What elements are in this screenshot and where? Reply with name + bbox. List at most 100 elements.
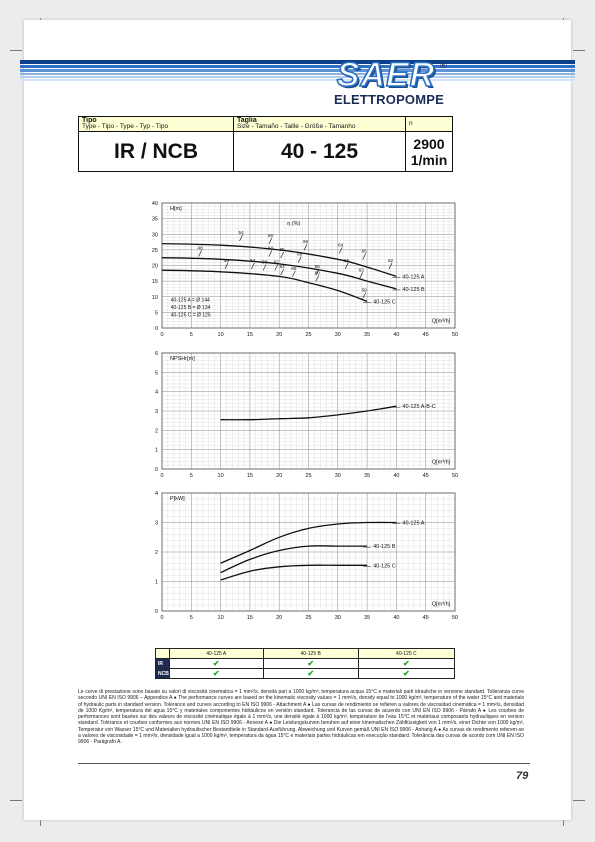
efficiency-tick bbox=[280, 269, 284, 276]
x-tick-label: 20 bbox=[276, 473, 282, 479]
x-axis-label: Q[m³/h] bbox=[432, 319, 451, 325]
taglia-label: Taglia bbox=[237, 117, 257, 124]
x-tick-label: 35 bbox=[364, 332, 370, 338]
logo-subtitle: ELETTROPOMPE bbox=[334, 92, 445, 107]
efficiency-tick bbox=[359, 272, 364, 279]
x-tick-label: 40 bbox=[393, 332, 399, 338]
y-tick-label: 25 bbox=[152, 248, 158, 254]
efficiency-label: 54 bbox=[239, 230, 245, 235]
x-tick-label: 15 bbox=[247, 332, 253, 338]
efficiency-label: 66 bbox=[297, 252, 303, 257]
efficiency-axis-label: η (%) bbox=[287, 221, 300, 227]
y-tick-label: 35 bbox=[152, 217, 158, 223]
efficiency-label: 60 bbox=[315, 270, 321, 275]
efficiency-label: 65 bbox=[291, 266, 297, 271]
x-tick-label: 0 bbox=[160, 473, 163, 479]
x-tick-label: 10 bbox=[218, 473, 224, 479]
efficiency-label: 64 bbox=[268, 245, 274, 250]
compat-row-label: NCB bbox=[155, 668, 170, 679]
footer-divider bbox=[78, 763, 530, 764]
efficiency-tick bbox=[315, 269, 320, 276]
x-tick-label: 45 bbox=[423, 473, 429, 479]
x-tick-label: 30 bbox=[335, 473, 341, 479]
model-info-table: Tipo Type - Tipo - Type - Typ - Tipo Tag… bbox=[78, 116, 453, 172]
efficiency-label: 65 bbox=[362, 249, 368, 254]
y-tick-label: 4 bbox=[155, 390, 158, 396]
efficiency-tick bbox=[262, 264, 267, 271]
y-tick-label: 4 bbox=[155, 491, 158, 497]
y-tick-label: 0 bbox=[155, 609, 158, 615]
efficiency-tick bbox=[362, 253, 366, 260]
series-line bbox=[220, 405, 397, 421]
x-tick-label: 35 bbox=[364, 473, 370, 479]
efficiency-tick bbox=[274, 264, 279, 271]
efficiency-tick bbox=[268, 250, 273, 257]
tipo-value: IR / NCB bbox=[78, 131, 234, 172]
efficiency-label: 62 bbox=[274, 260, 280, 265]
series-line bbox=[161, 269, 368, 303]
x-tick-label: 50 bbox=[452, 615, 458, 621]
efficiency-tick bbox=[303, 244, 308, 251]
y-tick-label: 6 bbox=[155, 351, 158, 357]
x-tick-label: 5 bbox=[190, 332, 193, 338]
efficiency-label: 64 bbox=[280, 264, 286, 269]
y-tick-label: 20 bbox=[152, 264, 158, 270]
y-tick-label: 1 bbox=[155, 580, 158, 586]
efficiency-label: 58 bbox=[262, 260, 268, 265]
taglia-sub: Size - Tamaño - Taille - Größe - Tamanho bbox=[237, 123, 356, 130]
series-label: 40-125 B bbox=[373, 544, 396, 550]
x-tick-label: 35 bbox=[364, 615, 370, 621]
check-icon: ✔ bbox=[212, 658, 220, 668]
series-line bbox=[161, 257, 397, 290]
curve-notes: Le curve di prestazione sono basate su v… bbox=[78, 689, 524, 746]
corner-cell bbox=[155, 648, 170, 659]
y-tick-label: 40 bbox=[152, 201, 158, 207]
compat-header: 40-125 C bbox=[357, 648, 456, 659]
series-label: 40-125 C bbox=[373, 563, 396, 569]
efficiency-tick bbox=[338, 247, 343, 254]
efficiency-label: 65 bbox=[280, 247, 286, 252]
efficiency-tick bbox=[268, 237, 273, 245]
efficiency-label: 59 bbox=[362, 288, 368, 293]
efficiency-tick bbox=[239, 234, 243, 241]
series-label: 40-125 B bbox=[402, 287, 425, 293]
efficiency-tick bbox=[388, 262, 393, 270]
n-value: 2900 1/min bbox=[405, 131, 453, 172]
x-tick-label: 50 bbox=[452, 332, 458, 338]
check-icon: ✔ bbox=[307, 658, 315, 668]
x-tick-label: 15 bbox=[247, 615, 253, 621]
x-tick-label: 40 bbox=[393, 473, 399, 479]
x-tick-label: 0 bbox=[160, 615, 163, 621]
taglia-value: 40 - 125 bbox=[233, 131, 406, 172]
y-tick-label: 0 bbox=[155, 326, 158, 332]
efficiency-label: 48 bbox=[224, 258, 230, 263]
efficiency-tick bbox=[280, 251, 284, 259]
x-tick-label: 30 bbox=[335, 332, 341, 338]
check-icon: ✔ bbox=[307, 668, 315, 678]
impeller-diameter-label: 40-125 B = Ø 134 bbox=[171, 305, 211, 311]
efficiency-label: 66 bbox=[315, 264, 321, 269]
tipo-label: Tipo bbox=[82, 117, 97, 124]
y-tick-label: 3 bbox=[155, 409, 158, 415]
logo-registered: ® bbox=[440, 60, 447, 70]
x-tick-label: 5 bbox=[190, 615, 193, 621]
efficiency-tick bbox=[292, 270, 296, 277]
header-stripes bbox=[20, 60, 575, 86]
series-line bbox=[220, 545, 368, 574]
check-icon: ✔ bbox=[402, 658, 410, 668]
x-tick-label: 30 bbox=[335, 615, 341, 621]
series-line bbox=[220, 564, 368, 581]
n-label: n bbox=[409, 120, 413, 127]
x-tick-label: 25 bbox=[305, 332, 311, 338]
tipo-sub: Type - Tipo - Type - Typ - Tipo bbox=[82, 123, 169, 130]
x-tick-label: 5 bbox=[190, 473, 193, 479]
efficiency-tick bbox=[224, 262, 229, 270]
efficiency-label: 62 bbox=[388, 258, 394, 263]
efficiency-tick bbox=[297, 256, 302, 263]
efficiency-label: 54 bbox=[250, 258, 256, 263]
series-label: 40-125 A bbox=[402, 521, 424, 527]
y-tick-label: 30 bbox=[152, 232, 158, 238]
x-tick-label: 25 bbox=[305, 615, 311, 621]
page-number: 79 bbox=[516, 770, 529, 782]
